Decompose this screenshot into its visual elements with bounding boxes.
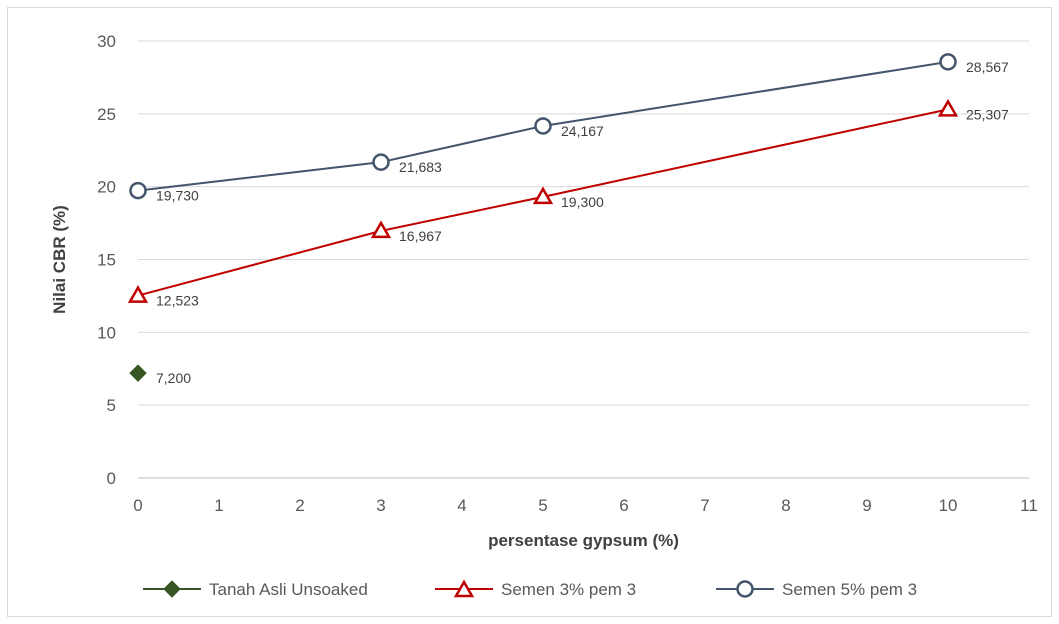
x-axis-title: persentase gypsum (%) — [488, 531, 679, 550]
data-label: 7,200 — [156, 370, 191, 386]
x-tick-label: 2 — [295, 496, 304, 515]
y-axis-title: Nilai CBR (%) — [50, 205, 69, 314]
x-tick-label: 0 — [133, 496, 142, 515]
y-tick-label: 5 — [107, 396, 116, 415]
legend-label: Semen 3% pem 3 — [501, 580, 636, 599]
data-label: 25,307 — [966, 106, 1009, 122]
y-tick-label: 20 — [97, 178, 116, 197]
gridlines — [138, 40, 1029, 406]
data-point-circle — [939, 53, 957, 71]
y-tick-label: 0 — [107, 469, 116, 488]
legend[interactable]: Tanah Asli Unsoaked Semen 3% pem 3 Semen 5… — [143, 579, 917, 599]
x-tick-label: 5 — [538, 496, 547, 515]
data-point-triangle — [532, 186, 554, 205]
x-tick-label: 11 — [1020, 496, 1038, 515]
chart-area: 0 5 10 15 20 25 30 0 1 2 3 4 5 6 7 8 9 10 11 7,200 12,523 16… — [7, 7, 1052, 617]
y-tick-label: 10 — [97, 323, 116, 342]
legend-label: Tanah Asli Unsoaked — [209, 580, 368, 599]
legend-marker-triangle — [453, 579, 475, 598]
data-point-triangle — [370, 220, 392, 239]
data-point-circle — [129, 181, 147, 200]
data-label: 21,683 — [399, 159, 442, 175]
data-labels: 7,200 12,523 16,967 19,300 25,307 19,730 21,68… — [156, 59, 1009, 386]
y-tick-label: 15 — [97, 251, 116, 270]
data-label: 12,523 — [156, 293, 199, 309]
data-point-circle — [534, 117, 552, 135]
series-line — [137, 60, 949, 192]
series-layer — [127, 53, 959, 382]
x-tick-label: 8 — [781, 496, 790, 515]
legend-marker-circle — [736, 580, 754, 598]
scatter-chart: 0 5 10 15 20 25 30 0 1 2 3 4 5 6 7 8 9 10 11 7,200 12,523 16… — [50, 32, 1038, 599]
x-tick-label: 3 — [376, 496, 385, 515]
x-tick-label: 6 — [619, 496, 628, 515]
data-label: 28,567 — [966, 59, 1009, 75]
legend-marker-diamond — [163, 580, 181, 598]
data-label: 19,300 — [561, 194, 604, 210]
y-tick-label: 25 — [97, 105, 116, 124]
data-point-diamond — [129, 364, 147, 382]
data-point-triangle — [127, 285, 149, 303]
data-label: 16,967 — [399, 228, 442, 244]
series-tanah-asli-unsoaked — [129, 364, 147, 382]
x-tick-label: 4 — [457, 496, 466, 515]
x-tick-label: 10 — [939, 496, 958, 515]
data-label: 19,730 — [156, 188, 199, 204]
x-tick-label: 7 — [700, 496, 709, 515]
legend-item[interactable]: Semen 5% pem 3 — [716, 580, 917, 599]
data-label: 24,167 — [561, 123, 604, 139]
y-tick-label: 30 — [97, 32, 116, 51]
legend-label: Semen 5% pem 3 — [782, 580, 917, 599]
series-semen-5-pem-3 — [129, 53, 957, 200]
legend-item[interactable]: Semen 3% pem 3 — [435, 579, 636, 599]
x-tick-label: 1 — [214, 496, 223, 515]
axes: 0 5 10 15 20 25 30 0 1 2 3 4 5 6 7 8 9 10 11 — [97, 32, 1038, 515]
data-point-triangle — [937, 98, 959, 117]
legend-item[interactable]: Tanah Asli Unsoaked — [143, 580, 368, 599]
x-tick-label: 9 — [862, 496, 871, 515]
data-point-circle — [372, 153, 390, 171]
series-semen-3-pem-3 — [127, 98, 959, 303]
series-line — [137, 108, 949, 297]
